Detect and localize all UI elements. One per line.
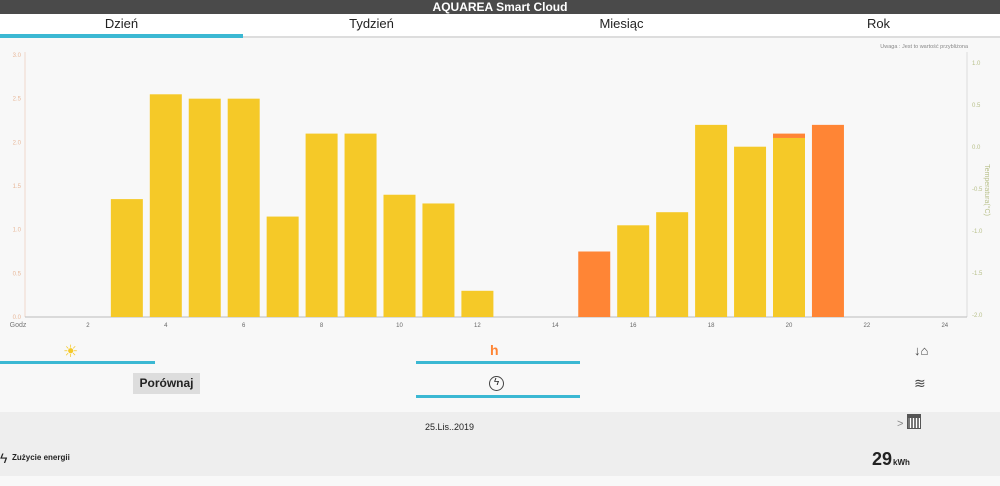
y-tick-label: 0.5 bbox=[13, 271, 22, 277]
y-right-tick-label: -2.0 bbox=[972, 313, 983, 319]
house-temp-icon[interactable]: ↓⌂ bbox=[914, 343, 929, 358]
water-underline bbox=[416, 361, 580, 364]
y-right-tick-label: 0.5 bbox=[972, 103, 981, 109]
x-tick-label: 10 bbox=[396, 323, 403, 329]
layers-icon[interactable]: ≋ bbox=[914, 375, 926, 391]
right-axis-label: Temperatura(°C) bbox=[983, 164, 991, 216]
energy-unit: kWh bbox=[893, 458, 910, 467]
x-tick-label: 24 bbox=[941, 323, 948, 329]
x-tick-label: 22 bbox=[864, 323, 871, 329]
bar-hour-8-series-0 bbox=[305, 133, 338, 317]
tab-year[interactable]: Rok bbox=[866, 16, 891, 31]
x-tick-label: 6 bbox=[242, 323, 246, 329]
y-right-tick-label: 0.0 bbox=[972, 145, 981, 151]
x-tick-label: 14 bbox=[552, 323, 559, 329]
y-tick-label: 2.5 bbox=[13, 97, 22, 103]
bar-hour-11-series-0 bbox=[422, 203, 455, 317]
energy-usage-label: Zużycie energii bbox=[12, 453, 70, 462]
tap-icon[interactable]: h bbox=[490, 342, 499, 358]
energy-underline bbox=[416, 395, 580, 398]
y-tick-label: 1.5 bbox=[13, 184, 22, 190]
calendar-icon[interactable] bbox=[907, 414, 921, 429]
bar-hour-3-series-0 bbox=[110, 199, 143, 317]
lightning-circle-icon[interactable]: ϟ bbox=[489, 376, 504, 391]
bar-hour-10-series-0 bbox=[383, 194, 416, 317]
x-tick-label: 4 bbox=[164, 323, 168, 329]
bar-hour-18-series-0 bbox=[695, 124, 728, 317]
tab-month[interactable]: Miesiąc bbox=[599, 16, 644, 31]
x-axis-label: Godz bbox=[10, 322, 27, 329]
y-right-tick-label: 1.0 bbox=[972, 61, 981, 67]
bar-hour-6-series-0 bbox=[227, 98, 260, 317]
compare-button[interactable]: Porównaj bbox=[133, 373, 200, 394]
app-title-bar: AQUAREA Smart Cloud bbox=[0, 0, 1000, 14]
bar-hour-17-series-0 bbox=[656, 212, 689, 317]
energy-chart: Uwaga : Jest to wartość przybliżona Godz… bbox=[10, 44, 991, 329]
date-label: 25.Lis..2019 bbox=[425, 422, 475, 432]
bar-hour-12-series-0 bbox=[461, 290, 494, 317]
period-tabs: Dzień Tydzień Miesiąc Rok bbox=[0, 14, 1000, 38]
approx-note: Uwaga : Jest to wartość przybliżona bbox=[880, 44, 969, 50]
x-tick-label: 20 bbox=[786, 323, 793, 329]
bar-hour-19-series-0 bbox=[734, 146, 767, 317]
next-button[interactable]: > bbox=[897, 418, 904, 430]
tab-week[interactable]: Tydzień bbox=[349, 16, 394, 31]
x-tick-label: 2 bbox=[86, 323, 90, 329]
x-tick-label: 12 bbox=[474, 323, 481, 329]
y-tick-label: 1.0 bbox=[13, 228, 22, 234]
y-right-tick-label: -1.5 bbox=[972, 271, 983, 277]
bar-hour-16-series-0 bbox=[617, 225, 650, 317]
y-right-tick-label: -0.5 bbox=[972, 187, 983, 193]
bar-hour-5-series-0 bbox=[188, 98, 221, 317]
bar-hour-4-series-0 bbox=[149, 94, 182, 317]
x-tick-label: 8 bbox=[320, 323, 324, 329]
app-title: AQUAREA Smart Cloud bbox=[432, 0, 568, 14]
bar-hour-9-series-0 bbox=[344, 133, 377, 317]
y-tick-label: 0.0 bbox=[13, 315, 22, 321]
heating-underline bbox=[0, 361, 155, 364]
bar-hour-20-series-0 bbox=[773, 137, 805, 317]
bar-hour-7-series-0 bbox=[266, 216, 299, 317]
sun-icon[interactable]: ☀ bbox=[63, 342, 79, 361]
y-tick-label: 3.0 bbox=[13, 53, 22, 59]
y-right-tick-label: -1.0 bbox=[972, 229, 983, 235]
energy-value: 29 bbox=[872, 449, 893, 469]
tab-day[interactable]: Dzień bbox=[0, 14, 243, 38]
bar-hour-20-series-1 bbox=[773, 133, 805, 138]
bar-hour-21-series-1 bbox=[811, 124, 844, 317]
x-tick-label: 18 bbox=[708, 323, 715, 329]
lightning-icon: ϟ bbox=[0, 450, 8, 466]
summary-band bbox=[0, 412, 1000, 476]
bar-hour-15-series-1 bbox=[578, 251, 611, 317]
x-tick-label: 16 bbox=[630, 323, 637, 329]
y-tick-label: 2.0 bbox=[13, 140, 22, 146]
